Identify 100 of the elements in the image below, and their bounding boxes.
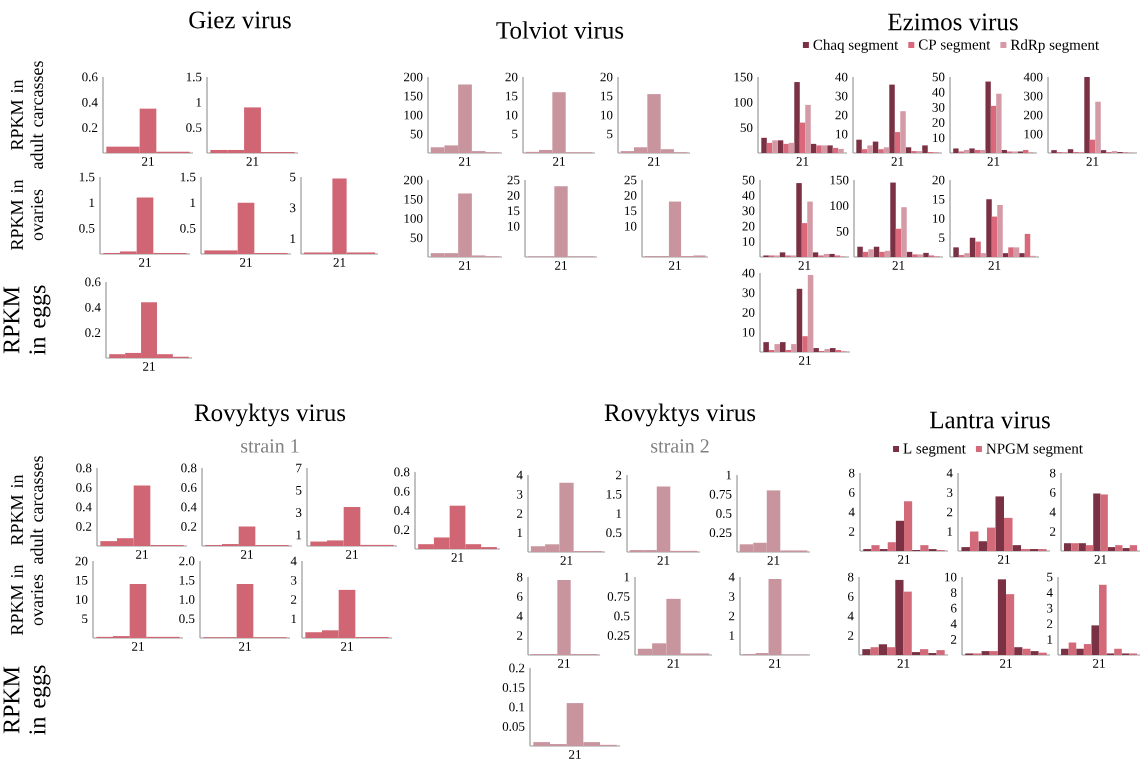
bar <box>1001 149 1007 153</box>
y-tick-label: 1.0 <box>179 595 195 604</box>
bar <box>838 148 844 153</box>
y-tick-label: 1 <box>296 530 302 540</box>
y-tick-label: 10 <box>508 221 520 231</box>
y-tick-label: 3 <box>1047 603 1053 613</box>
x-tick-label: 21 <box>897 659 910 668</box>
bar <box>827 145 833 153</box>
bar <box>895 228 902 257</box>
y-tick-label: 150 <box>404 91 423 101</box>
y-tick-label: 2 <box>1047 619 1053 629</box>
y-tick-label: 200 <box>1024 110 1043 120</box>
x-tick-label: 21 <box>558 659 570 668</box>
y-tick-label: 0.5 <box>606 528 622 538</box>
bar <box>796 288 803 352</box>
x-tick-label: 21 <box>333 258 346 267</box>
bar <box>964 253 970 257</box>
y-tick-label: 400 <box>1023 72 1043 82</box>
bar <box>917 254 924 257</box>
y-tick-label: 1 <box>616 509 622 518</box>
bar <box>969 531 979 551</box>
y-tick-label: 0.2 <box>394 525 410 535</box>
bar <box>1129 545 1138 551</box>
y-tick-label: 4 <box>728 572 735 582</box>
y-tick-label: 20 <box>505 72 518 82</box>
y-tick-label: 6 <box>1050 488 1056 497</box>
y-tick-label: 2.0 <box>179 556 195 566</box>
y-tick-label: 50 <box>836 226 849 236</box>
bar <box>1023 149 1029 153</box>
y-tick-label: 10 <box>743 327 755 337</box>
y-tick-label: 0.75 <box>607 592 630 601</box>
bar <box>889 84 895 153</box>
y-tick-label: 0.4 <box>394 506 410 515</box>
bar <box>807 274 814 352</box>
bar <box>936 650 945 655</box>
y-tick-label: 0.6 <box>76 483 92 492</box>
bar <box>794 82 800 153</box>
y-tick-label: 5 <box>939 233 945 243</box>
x-tick-label: 21 <box>798 261 811 270</box>
x-tick-label: 21 <box>560 556 573 565</box>
y-tick-label: 6 <box>951 603 957 613</box>
chart-title: Tolviot virus <box>496 21 624 39</box>
y-tick-label: 2 <box>848 631 854 640</box>
x-tick-label: 21 <box>139 258 151 267</box>
chart-title: Lantra virus <box>930 411 1050 429</box>
y-tick-label: 4 <box>516 611 523 621</box>
chart-subtitle: strain 2 <box>651 439 709 453</box>
y-tick-label: 1 <box>624 572 630 582</box>
y-tick-label: 20 <box>742 308 755 317</box>
bar <box>856 139 862 153</box>
bar <box>895 579 904 655</box>
y-tick-label: 0.2 <box>76 522 92 531</box>
y-axis-title: RPKM in adult carcasses <box>10 456 44 564</box>
bar <box>868 249 874 257</box>
y-tick-label: 1 <box>290 234 296 243</box>
y-tick-label: 4 <box>1046 588 1053 597</box>
bar <box>1051 150 1057 153</box>
bar <box>974 149 981 153</box>
bar <box>1071 543 1079 551</box>
bar <box>986 527 996 551</box>
y-tick-label: 0.2 <box>509 663 525 673</box>
chart-title: Rovyktys virus <box>194 403 346 427</box>
x-tick-label: 21 <box>648 157 660 166</box>
x-tick-label: 21 <box>898 555 910 564</box>
y-tick-label: 1 <box>190 198 196 207</box>
bar <box>861 149 868 153</box>
y-tick-label: 10 <box>601 110 613 120</box>
bar <box>1100 494 1108 551</box>
bar <box>761 137 767 153</box>
bar <box>969 237 976 257</box>
x-tick-label: 21 <box>987 157 1000 166</box>
y-tick-label: 10 <box>76 595 88 604</box>
y-tick-label: 0.8 <box>394 467 410 477</box>
y-tick-label: 4 <box>1049 507 1056 517</box>
bar <box>1006 594 1015 655</box>
bar <box>1061 648 1069 655</box>
y-tick-label: 20 <box>75 556 88 566</box>
bar <box>905 147 912 153</box>
bar <box>878 149 884 153</box>
x-tick-label: 21 <box>240 258 252 267</box>
bar <box>813 348 819 352</box>
y-tick-label: 15 <box>933 194 945 204</box>
bar <box>953 247 959 257</box>
bar <box>862 649 871 655</box>
y-tick-label: 0.2 <box>181 522 197 531</box>
y-tick-label: 1 <box>726 470 732 480</box>
bar <box>780 342 786 352</box>
bar <box>867 145 873 153</box>
y-tick-label: 0.8 <box>76 463 92 473</box>
y-tick-label: 0.75 <box>709 489 732 499</box>
y-tick-label: 50 <box>742 175 755 185</box>
y-tick-label: 0.4 <box>76 502 92 512</box>
y-tick-label: 0.4 <box>85 302 101 312</box>
chart-title: Ezimos virus <box>888 13 1018 31</box>
y-tick-label: 30 <box>742 288 755 298</box>
y-tick-label: 0.5 <box>179 614 195 624</box>
y-tick-label: 4 <box>946 468 953 478</box>
bar <box>1076 648 1084 655</box>
bar <box>986 199 992 257</box>
y-tick-label: 0.5 <box>180 223 196 233</box>
